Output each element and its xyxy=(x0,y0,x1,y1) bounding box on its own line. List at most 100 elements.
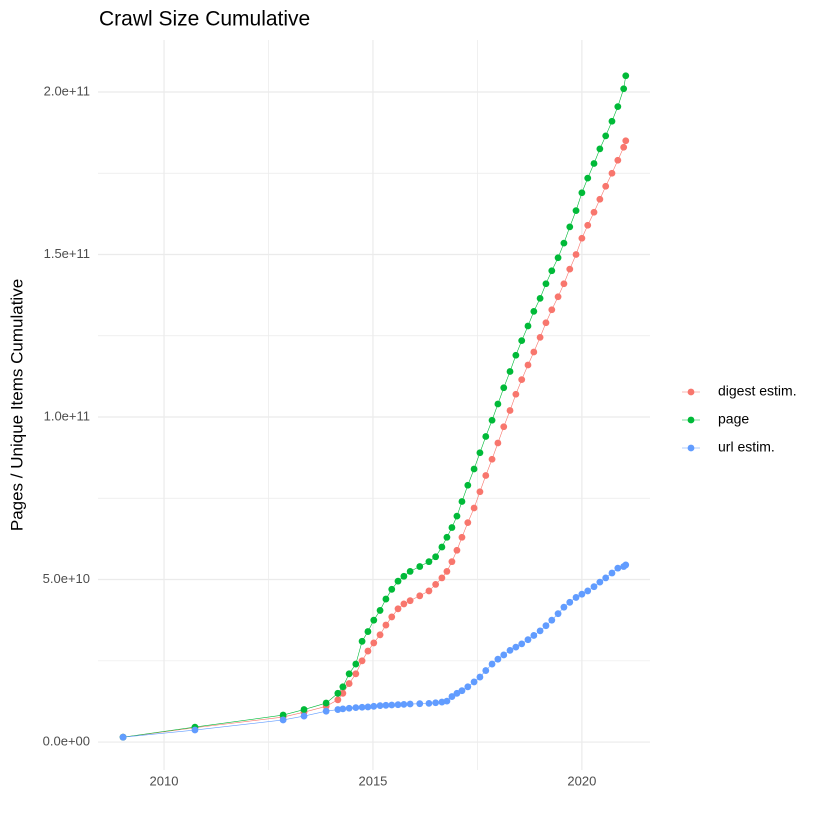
data-point xyxy=(506,646,514,654)
data-point xyxy=(542,319,550,327)
data-point xyxy=(364,628,372,635)
data-point xyxy=(566,265,574,273)
data-point xyxy=(376,631,384,639)
data-point xyxy=(530,348,538,356)
data-point xyxy=(470,504,478,512)
data-point xyxy=(453,512,461,520)
data-point xyxy=(596,578,604,586)
data-point xyxy=(432,699,440,707)
data-point xyxy=(488,455,496,463)
data-point xyxy=(584,221,592,229)
data-point xyxy=(512,351,520,359)
data-point xyxy=(432,581,440,588)
data-point xyxy=(622,561,630,569)
data-point xyxy=(476,673,484,681)
data-point xyxy=(382,701,390,709)
data-point xyxy=(506,368,514,375)
data-point xyxy=(542,280,550,288)
data-point xyxy=(590,208,598,216)
y-tick-label: 1.0e+11 xyxy=(44,408,90,423)
data-point xyxy=(572,251,580,258)
data-point xyxy=(119,733,127,741)
data-point xyxy=(358,637,366,645)
data-point xyxy=(464,519,472,527)
data-point xyxy=(406,568,414,575)
data-point xyxy=(464,481,472,489)
y-tick-label: 1.5e+11 xyxy=(44,246,90,261)
data-point xyxy=(364,703,372,711)
data-point xyxy=(464,683,472,691)
data-point xyxy=(512,390,520,398)
data-point xyxy=(488,416,496,424)
data-point xyxy=(322,707,330,715)
data-point xyxy=(345,704,353,712)
data-point xyxy=(458,687,466,695)
data-point xyxy=(339,705,347,713)
data-point xyxy=(572,207,580,215)
data-point xyxy=(608,169,616,177)
data-point xyxy=(370,702,378,710)
data-point xyxy=(536,294,544,302)
data-point xyxy=(334,689,342,697)
data-point xyxy=(443,533,451,541)
data-point xyxy=(620,85,628,93)
data-point xyxy=(554,254,562,262)
data-point xyxy=(566,223,574,231)
data-point xyxy=(388,701,396,709)
data-point xyxy=(596,195,604,203)
data-point xyxy=(620,143,628,151)
legend-marker xyxy=(687,388,695,396)
data-point xyxy=(425,558,433,566)
data-point xyxy=(548,306,556,314)
data-point xyxy=(443,697,451,705)
data-point xyxy=(590,583,598,591)
data-point xyxy=(279,716,287,724)
data-point xyxy=(530,307,538,315)
data-point xyxy=(584,587,592,595)
x-tick-label: 2020 xyxy=(567,773,596,788)
data-point xyxy=(560,603,568,611)
data-point xyxy=(622,137,630,145)
data-point xyxy=(358,657,366,665)
data-point xyxy=(578,234,586,242)
data-point xyxy=(370,639,378,647)
data-point xyxy=(584,174,592,182)
data-point xyxy=(602,132,610,140)
data-point xyxy=(536,627,544,635)
data-point xyxy=(382,621,390,629)
data-point xyxy=(554,293,562,301)
data-point xyxy=(518,337,526,345)
legend-marker xyxy=(687,416,695,424)
data-point xyxy=(602,574,610,582)
data-point xyxy=(322,699,330,707)
data-point xyxy=(470,465,478,473)
data-point xyxy=(482,472,490,479)
legend-label: digest estim. xyxy=(718,383,797,399)
data-point xyxy=(596,145,604,153)
data-point xyxy=(448,558,456,566)
data-point xyxy=(425,587,433,595)
data-point xyxy=(416,563,424,570)
data-point xyxy=(370,616,378,624)
data-point xyxy=(352,660,360,668)
data-point xyxy=(339,683,347,691)
data-point xyxy=(339,689,347,697)
data-point xyxy=(448,524,456,531)
y-tick-label: 0.0e+00 xyxy=(43,733,90,748)
data-point xyxy=(578,590,586,598)
data-point xyxy=(191,726,199,734)
data-point xyxy=(364,647,372,655)
legend-label: url estim. xyxy=(718,439,775,455)
data-point xyxy=(406,700,414,708)
data-point xyxy=(438,574,446,582)
data-point xyxy=(614,156,622,164)
data-point xyxy=(554,610,562,618)
data-point xyxy=(560,280,568,288)
data-point xyxy=(448,693,456,700)
data-point xyxy=(352,670,360,678)
data-point xyxy=(614,564,622,572)
data-point xyxy=(506,407,514,414)
data-point xyxy=(352,704,360,711)
y-tick-label: 5.0e+10 xyxy=(43,571,90,586)
data-point xyxy=(500,423,508,431)
